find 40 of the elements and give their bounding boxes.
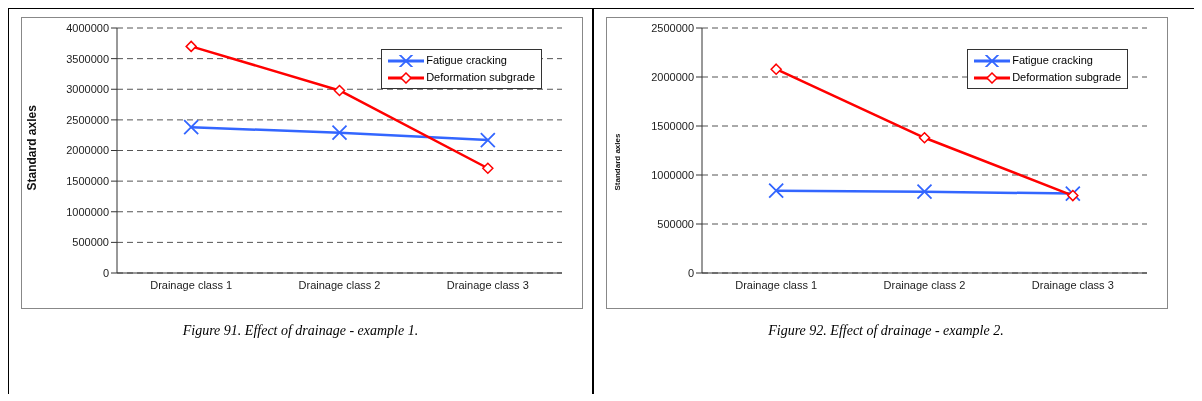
y-axis-title: Standard axles	[25, 104, 40, 191]
legend-label: Fatigue cracking	[1012, 53, 1093, 68]
point	[770, 63, 782, 75]
x-tick-label: Drainage class 2	[883, 278, 966, 291]
caption: Figure 91. Effect of drainage - example 1.	[181, 323, 420, 339]
y-tick-label: 0	[102, 266, 109, 279]
caption: Figure 92. Effect of drainage - example 2.	[767, 323, 1005, 339]
x-tick-label: Drainage class 3	[1031, 278, 1114, 291]
legend-label: Deformation subgrade	[1012, 70, 1121, 85]
y-tick-label: 2500000	[651, 21, 694, 34]
x-tick-label: Drainage class 1	[150, 278, 233, 291]
y-tick-label: 2000000	[66, 144, 109, 157]
legend-label: Fatigue cracking	[426, 53, 507, 68]
y-tick-label: 2000000	[651, 70, 694, 83]
y-tick-label: 1500000	[651, 119, 694, 132]
point	[1067, 189, 1079, 202]
point	[768, 182, 785, 199]
point	[331, 124, 348, 141]
point	[183, 119, 200, 136]
y-tick-label: 1500000	[66, 175, 109, 188]
y-axis-title: Standard axles	[612, 133, 622, 191]
x-tick-label: Drainage class 1	[735, 278, 818, 291]
y-tick-label: 500000	[657, 217, 694, 230]
point	[918, 132, 931, 144]
point	[333, 84, 346, 97]
point	[916, 183, 933, 200]
legend-label: Deformation subgrade	[426, 70, 535, 85]
y-tick-label: 4000000	[66, 21, 109, 34]
x-tick-label: Drainage class 2	[298, 278, 381, 291]
point	[479, 132, 496, 148]
y-tick-label: 1000000	[66, 205, 109, 218]
y-tick-label: 500000	[72, 236, 109, 249]
y-tick-label: 0	[687, 266, 694, 279]
x-tick-label: Drainage class 3	[446, 278, 529, 291]
point	[1064, 185, 1081, 202]
y-tick-label: 3500000	[66, 52, 109, 65]
y-tick-label: 3000000	[66, 83, 109, 96]
y-tick-label: 1000000	[651, 168, 694, 181]
y-tick-label: 2500000	[66, 113, 109, 126]
point	[185, 40, 197, 53]
